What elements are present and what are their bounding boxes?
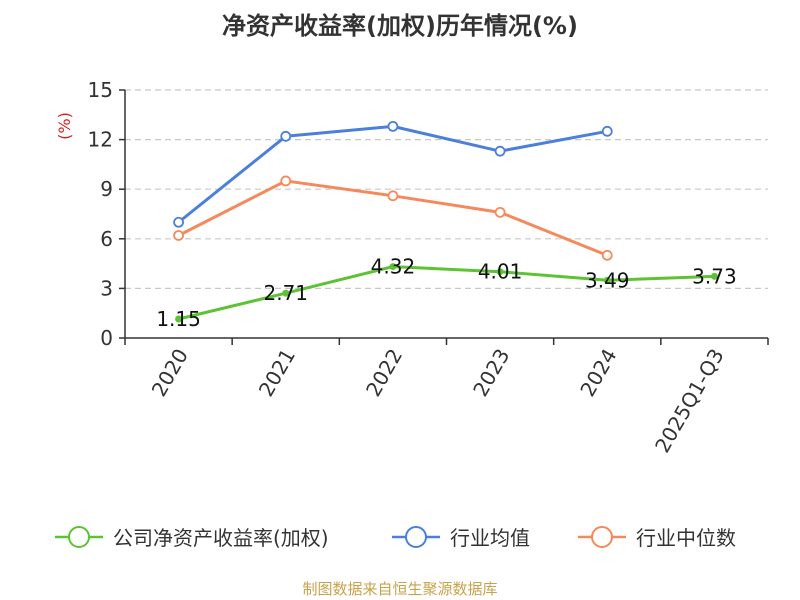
legend-label-avg: 行业均值 — [450, 526, 530, 550]
data-labels: 1.15 2.71 4.32 4.01 3.49 3.73 — [156, 255, 736, 331]
data-label-2020: 1.15 — [156, 307, 201, 331]
legend-item-avg: 行业均值 — [392, 526, 530, 550]
legend-label-median: 行业中位数 — [636, 526, 736, 550]
y-tick-label-9: 9 — [100, 177, 113, 201]
series-line-company — [179, 267, 715, 319]
legend-marker-median — [592, 527, 612, 547]
point-median-2021 — [281, 176, 290, 185]
y-tick-label-15: 15 — [88, 78, 113, 102]
legend-marker-company — [69, 527, 89, 547]
point-median-2022 — [388, 191, 397, 200]
point-avg-2021 — [281, 132, 290, 141]
point-avg-2020 — [174, 218, 183, 227]
y-tick-label-3: 3 — [100, 276, 113, 300]
legend-item-median: 行业中位数 — [578, 526, 736, 550]
point-avg-2023 — [496, 147, 505, 156]
y-tick-label-6: 6 — [100, 227, 113, 251]
x-tick-label-2021: 2021 — [254, 345, 300, 401]
y-tick-label-0: 0 — [100, 326, 113, 350]
data-label-2023: 4.01 — [478, 260, 523, 284]
series-lines — [174, 122, 717, 322]
point-median-2024 — [603, 251, 612, 260]
y-tick-label-12: 12 — [88, 128, 113, 152]
point-median-2023 — [496, 208, 505, 217]
legend-marker-avg — [406, 527, 426, 547]
data-label-2025Q1-Q3: 3.73 — [692, 264, 737, 288]
x-tick-label-2022: 2022 — [361, 345, 407, 401]
data-source-note: 制图数据来自恒生聚源数据库 — [0, 578, 800, 599]
legend-label-company: 公司净资产收益率(加权) — [113, 526, 329, 550]
x-tick-label-2023: 2023 — [468, 345, 514, 401]
data-label-2024: 3.49 — [585, 268, 630, 292]
data-label-2022: 4.32 — [371, 255, 416, 279]
x-tick-label-2020: 2020 — [147, 345, 193, 401]
legend: 公司净资产收益率(加权) 行业均值 行业中位数 — [55, 526, 736, 550]
legend-item-company: 公司净资产收益率(加权) — [55, 526, 329, 550]
series-line-avg — [179, 126, 608, 222]
point-avg-2022 — [388, 122, 397, 131]
point-avg-2024 — [603, 127, 612, 136]
x-tick-label-2025Q1-Q3: 2025Q1-Q3 — [650, 345, 729, 457]
roe-line-chart: 0 3 6 9 12 15 (%) 2020 2021 2022 2023 2024 2025Q1-Q3… — [0, 0, 800, 600]
y-axis-unit-label: (%) — [55, 112, 74, 140]
data-label-2021: 2.71 — [263, 281, 308, 305]
point-median-2020 — [174, 231, 183, 240]
x-tick-label-2024: 2024 — [575, 345, 621, 401]
